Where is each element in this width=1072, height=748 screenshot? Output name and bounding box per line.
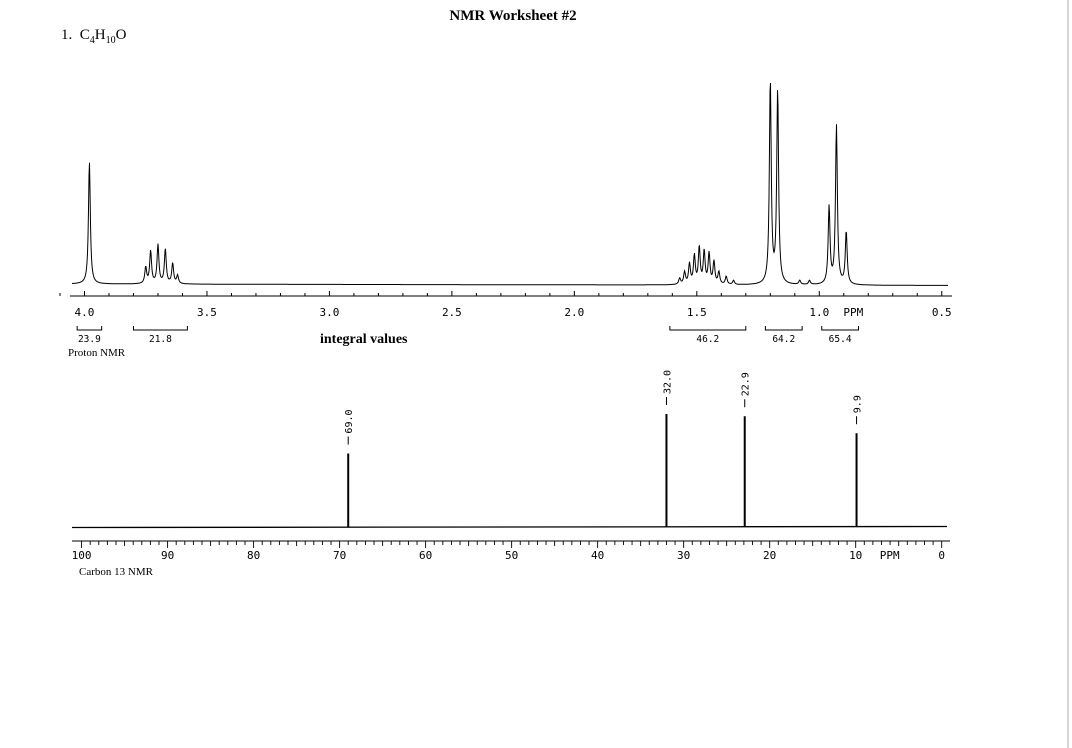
carbon-nmr-caption: Carbon 13 NMR (79, 566, 153, 578)
carbon-tick-label: 10 (849, 549, 862, 562)
page-edge (1067, 0, 1069, 748)
carbon-tick-label: 60 (419, 549, 432, 562)
integral-value-label: 23.9 (78, 334, 101, 345)
carbon-tick-label: 100 (72, 549, 92, 562)
carbon-tick-label: 20 (763, 549, 776, 562)
integral-value-label: 64.2 (772, 334, 795, 345)
carbon-tick-label: 70 (333, 549, 346, 562)
proton-nmr-spectrum: 4.0 3.5 3.0 2.5 2.0 1.5 1.0 0.5 PPM 23.9 21.8 46.2 6… (59, 82, 952, 345)
formula-part: 10 (105, 35, 116, 46)
carbon-ppm-unit-label: PPM (880, 549, 900, 562)
problem-label: 1. C4H10O (61, 27, 126, 46)
proton-tick-label: 3.5 (197, 306, 217, 319)
carbon-tick-label: 90 (161, 549, 174, 562)
integral-value-label: 21.8 (149, 334, 172, 345)
page-title: NMR Worksheet #2 (449, 8, 577, 24)
integral-value-label: 65.4 (829, 334, 852, 345)
integral-values-caption: integral values (320, 332, 408, 347)
carbon-baseline (71, 525, 948, 529)
formula-part: H (94, 27, 106, 43)
formula-part: C (79, 27, 90, 43)
integral-value-label: 46.2 (696, 334, 719, 345)
proton-tick-label: 1.0 (809, 306, 829, 319)
proton-tick-label: 3.0 (319, 306, 339, 319)
carbon-tick-label: 40 (591, 549, 604, 562)
carbon-tick-label: 0 (938, 549, 945, 562)
integral-bracket (764, 326, 803, 331)
carbon-peak-label: 69.0 (344, 409, 355, 433)
proton-tick-label: 2.0 (564, 306, 584, 319)
problem-number: 1. (61, 27, 73, 43)
carbon-tick-label: 50 (505, 549, 518, 562)
integral-bracket (76, 326, 103, 331)
proton-tick-label: 2.5 (442, 306, 462, 319)
carbon-peak-label: 22.9 (741, 372, 752, 396)
carbon-peak-label: 32.0 (662, 370, 673, 394)
formula-part: 4 (89, 35, 95, 46)
proton-tick-label: 1.5 (687, 306, 707, 319)
molecular-formula: C4H10O (79, 27, 127, 46)
carbon-peak-label: 9.9 (853, 395, 864, 413)
integral-bracket (669, 326, 747, 331)
carbon-tick-label: 80 (247, 549, 260, 562)
integral-bracket (821, 326, 859, 331)
carbon-tick-label: 30 (677, 549, 690, 562)
proton-nmr-caption: Proton NMR (68, 347, 126, 359)
proton-spectrum-trace (72, 82, 949, 286)
formula-part: O (115, 27, 127, 43)
proton-ppm-unit-label: PPM (843, 306, 863, 319)
proton-tick-label: 0.5 (932, 306, 952, 319)
integral-bracket (132, 326, 188, 331)
proton-tick-label: 4.0 (75, 306, 95, 319)
